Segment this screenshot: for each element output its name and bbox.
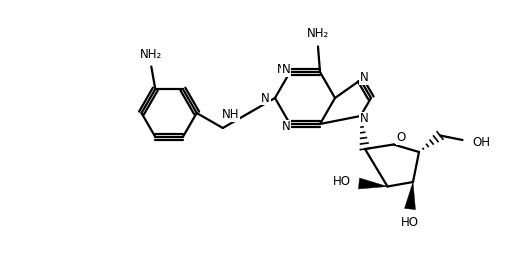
Text: NH₂: NH₂ (140, 48, 162, 61)
Text: N: N (276, 63, 285, 76)
Polygon shape (404, 182, 415, 210)
Text: N: N (281, 120, 290, 133)
Text: HO: HO (332, 175, 350, 188)
Text: N: N (261, 92, 269, 104)
Text: N: N (359, 71, 368, 84)
Polygon shape (358, 178, 387, 189)
Text: NH: NH (221, 109, 238, 122)
Text: HO: HO (400, 217, 418, 230)
Text: N: N (281, 63, 290, 76)
Text: O: O (396, 131, 405, 144)
Text: N: N (359, 113, 368, 126)
Text: NH₂: NH₂ (306, 27, 328, 40)
Text: OH: OH (471, 136, 490, 148)
